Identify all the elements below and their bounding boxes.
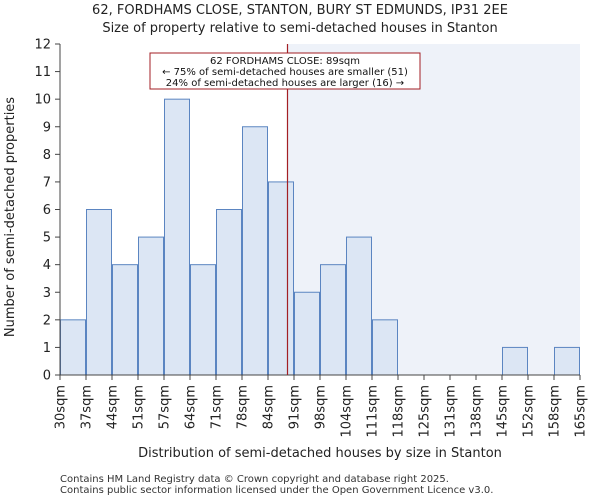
x-tick-label-138sqm: 138sqm xyxy=(470,385,485,438)
x-tick-label-125sqm: 125sqm xyxy=(418,385,433,438)
x-tick-label-37sqm: 37sqm xyxy=(80,385,95,429)
y-tick-label-4: 4 xyxy=(43,258,51,273)
bar-64sqm xyxy=(190,264,216,376)
x-tick-label-51sqm: 51sqm xyxy=(132,385,147,429)
x-tick-label-64sqm: 64sqm xyxy=(184,385,199,429)
annotation-line-1: 62 FORDHAMS CLOSE: 89sqm xyxy=(210,56,360,67)
bar-57sqm xyxy=(164,98,190,376)
x-tick-label-30sqm: 30sqm xyxy=(54,385,69,429)
y-tick-label-8: 8 xyxy=(43,148,51,163)
x-tick-label-152sqm: 152sqm xyxy=(522,385,537,438)
x-tick-label-131sqm: 131sqm xyxy=(444,385,459,438)
bar-78sqm xyxy=(242,126,268,376)
bar-91sqm xyxy=(294,291,320,376)
annotation-line-3: 24% of semi-detached houses are larger (… xyxy=(166,78,404,89)
bar-158sqm xyxy=(554,346,580,376)
x-tick-label-118sqm: 118sqm xyxy=(392,385,407,438)
y-tick-label-0: 0 xyxy=(43,369,51,384)
y-tick-label-2: 2 xyxy=(43,313,51,328)
x-tick-label-145sqm: 145sqm xyxy=(496,385,511,438)
x-tick-label-98sqm: 98sqm xyxy=(314,385,329,429)
y-tick-label-6: 6 xyxy=(43,203,51,218)
x-tick-label-91sqm: 91sqm xyxy=(288,385,303,429)
x-tick-label-111sqm: 111sqm xyxy=(366,385,381,438)
bar-84sqm xyxy=(268,181,294,376)
footer-copyright: Contains HM Land Registry data © Crown c… xyxy=(60,474,449,485)
footer-licence: Contains public sector information licen… xyxy=(60,485,494,496)
y-tick-label-7: 7 xyxy=(43,175,51,190)
bar-104sqm xyxy=(346,236,372,376)
chart-title: 62, FORDHAMS CLOSE, STANTON, BURY ST EDM… xyxy=(92,3,508,18)
bar-98sqm xyxy=(320,264,346,376)
bar-44sqm xyxy=(112,264,138,376)
y-axis-title: Number of semi-detached properties xyxy=(3,97,18,337)
y-tick-label-5: 5 xyxy=(43,231,51,246)
x-axis-title: Distribution of semi-detached houses by … xyxy=(138,446,502,461)
bar-30sqm xyxy=(60,319,86,376)
y-tick-label-3: 3 xyxy=(43,286,51,301)
annotation-line-2: ← 75% of semi-detached houses are smalle… xyxy=(162,67,408,78)
x-tick-label-44sqm: 44sqm xyxy=(106,385,121,429)
bar-71sqm xyxy=(216,209,242,376)
x-tick-label-104sqm: 104sqm xyxy=(340,385,355,438)
y-tick-label-1: 1 xyxy=(43,341,51,356)
chart-subtitle: Size of property relative to semi-detach… xyxy=(102,21,498,36)
y-tick-label-11: 11 xyxy=(34,65,51,80)
x-tick-label-78sqm: 78sqm xyxy=(236,385,251,429)
bar-111sqm xyxy=(372,319,398,376)
x-tick-label-165sqm: 165sqm xyxy=(574,385,589,438)
x-tick-label-71sqm: 71sqm xyxy=(210,385,225,429)
y-tick-label-9: 9 xyxy=(43,120,51,135)
y-tick-label-12: 12 xyxy=(34,38,51,53)
bar-51sqm xyxy=(138,236,164,376)
bar-145sqm xyxy=(502,346,528,376)
x-tick-label-158sqm: 158sqm xyxy=(548,385,563,438)
annotation-box xyxy=(149,52,421,90)
bar-37sqm xyxy=(86,209,112,376)
y-tick-label-10: 10 xyxy=(34,93,51,108)
x-tick-label-84sqm: 84sqm xyxy=(262,385,277,429)
x-tick-label-57sqm: 57sqm xyxy=(158,385,173,429)
